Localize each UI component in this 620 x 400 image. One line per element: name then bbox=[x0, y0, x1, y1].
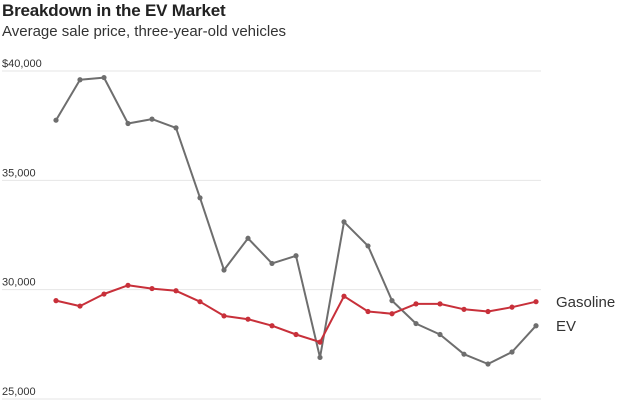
data-point bbox=[125, 282, 131, 288]
data-point bbox=[437, 301, 443, 307]
data-point bbox=[413, 301, 419, 307]
data-point bbox=[245, 235, 251, 241]
data-point bbox=[509, 349, 515, 355]
data-point bbox=[77, 77, 83, 83]
series-gasoline bbox=[53, 282, 539, 345]
data-point bbox=[485, 308, 491, 315]
data-point bbox=[173, 288, 179, 294]
y-tick-label: 30,000 bbox=[2, 277, 36, 289]
data-point bbox=[173, 125, 179, 131]
legend-label-gasoline: Gasoline bbox=[556, 294, 615, 311]
y-tick-label: 25,000 bbox=[2, 386, 36, 398]
data-point bbox=[461, 351, 467, 357]
gridlines: $40,000 35,000 30,000 25,000 bbox=[2, 58, 541, 400]
chart-subtitle: Average sale price, three-year-old vehic… bbox=[2, 23, 287, 40]
data-point bbox=[269, 260, 275, 267]
data-point bbox=[197, 299, 203, 305]
data-point bbox=[509, 304, 515, 310]
data-point bbox=[485, 361, 491, 367]
data-point bbox=[389, 298, 395, 304]
y-tick-label: $40,000 bbox=[2, 58, 42, 70]
chart-title: Breakdown in the EV Market bbox=[2, 1, 226, 20]
legend-label-ev: EV bbox=[556, 318, 576, 335]
data-point bbox=[101, 291, 107, 297]
data-point bbox=[365, 243, 371, 249]
data-point bbox=[533, 299, 539, 305]
data-point bbox=[341, 293, 347, 299]
series-layer bbox=[53, 74, 539, 367]
data-point bbox=[101, 74, 107, 81]
data-point bbox=[317, 354, 323, 361]
data-point bbox=[341, 219, 347, 225]
series-ev bbox=[53, 74, 539, 367]
data-point bbox=[221, 313, 227, 319]
data-point bbox=[533, 323, 539, 329]
data-point bbox=[365, 308, 371, 315]
data-point bbox=[293, 253, 299, 259]
data-point bbox=[125, 120, 131, 127]
y-tick-label: 35,000 bbox=[2, 167, 36, 179]
data-point bbox=[197, 195, 203, 201]
data-point bbox=[53, 117, 59, 123]
data-point bbox=[269, 323, 275, 329]
data-point bbox=[437, 331, 443, 338]
data-point bbox=[245, 316, 251, 322]
data-point bbox=[221, 267, 227, 273]
data-point bbox=[149, 116, 155, 122]
data-point bbox=[317, 339, 323, 345]
data-point bbox=[293, 331, 299, 338]
data-point bbox=[413, 320, 419, 327]
data-point bbox=[53, 298, 59, 304]
legend: EV Gasoline bbox=[556, 294, 615, 335]
data-point bbox=[77, 303, 83, 309]
data-point bbox=[149, 285, 155, 292]
data-point bbox=[461, 306, 467, 312]
data-point bbox=[389, 311, 395, 317]
series-line-ev bbox=[55, 76, 537, 365]
